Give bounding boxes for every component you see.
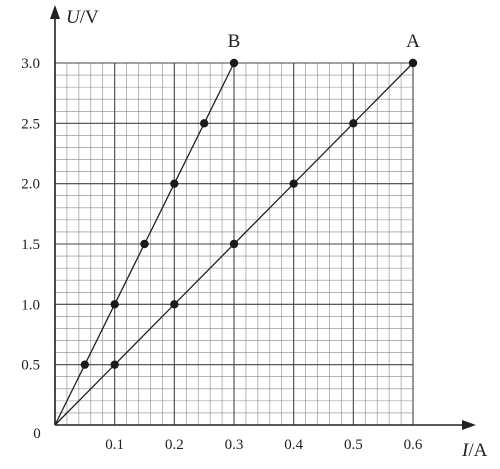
x-tick-label: 0.2	[165, 437, 184, 453]
y-tick-label: 3.0	[21, 56, 40, 72]
data-point-A	[170, 300, 179, 309]
x-axis-arrow	[462, 420, 476, 430]
data-point-B	[170, 179, 179, 188]
y-axis-title: U/V	[66, 7, 99, 28]
series-layer: AB	[54, 31, 420, 426]
series-label-A: A	[406, 31, 420, 52]
tick-labels: 0.1 0.2 0.3 0.4 0.5 0.6 0.5 1.0 1.5 2.0 2.5 3.0	[21, 56, 423, 453]
data-point-B	[110, 300, 119, 309]
y-axis-symbol: U	[66, 7, 81, 28]
x-axis-unit: /A	[468, 440, 487, 461]
data-point-A	[408, 58, 418, 68]
data-point-A	[229, 239, 239, 249]
axes	[50, 5, 476, 430]
y-tick-label: 1.0	[21, 297, 40, 313]
data-point-A	[110, 360, 119, 369]
y-axis-arrow	[50, 5, 60, 19]
y-tick-label: 2.5	[21, 116, 40, 132]
x-tick-label: 0.6	[404, 437, 423, 453]
y-tick-label: 2.0	[21, 177, 40, 193]
data-point-B	[229, 58, 239, 68]
data-point-A	[289, 179, 298, 188]
data-point-B	[80, 360, 90, 369]
y-tick-label: 0.5	[21, 358, 40, 374]
x-tick-label: 0.5	[344, 437, 363, 453]
x-axis-title: I/A	[461, 440, 488, 461]
series-label-B: B	[228, 31, 241, 52]
data-point-B	[199, 119, 209, 128]
data-point-B	[140, 239, 149, 249]
y-axis-unit: /V	[80, 7, 99, 28]
y-tick-label: 1.5	[21, 237, 40, 253]
x-tick-label: 0.4	[284, 437, 303, 453]
x-tick-label: 0.1	[105, 437, 124, 453]
data-point-A	[349, 119, 358, 128]
x-axis-symbol: I	[461, 440, 470, 461]
x-tick-label: 0.3	[225, 437, 244, 453]
origin-label: 0	[33, 426, 41, 442]
